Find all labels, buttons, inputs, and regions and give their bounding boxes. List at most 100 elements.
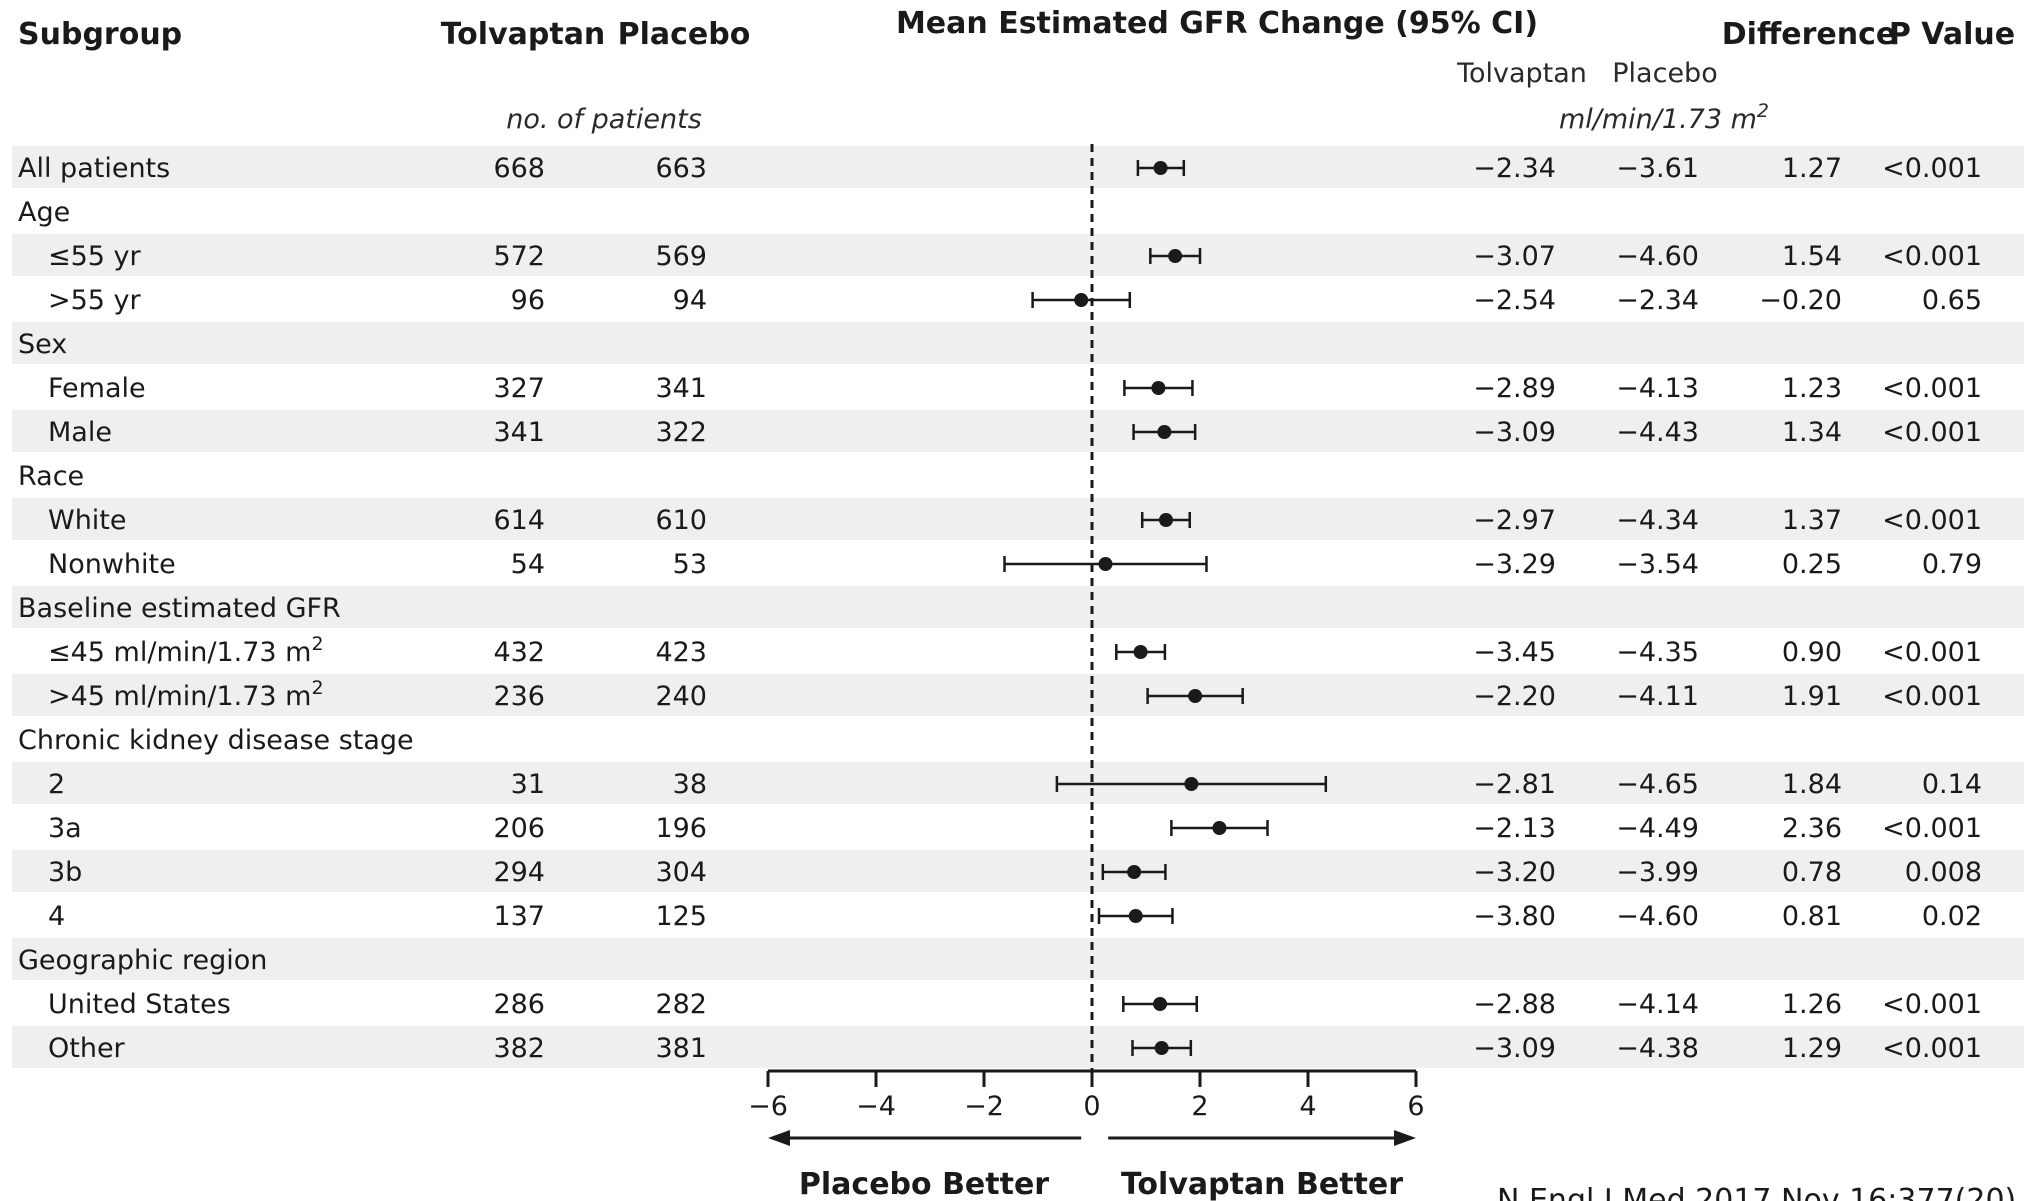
placebo-n-cell: 240 [655, 681, 707, 712]
tolvaptan-change-cell: −3.20 [1473, 857, 1556, 888]
p-value-cell: 0.14 [1922, 769, 1982, 800]
placebo-change-cell: −4.60 [1616, 901, 1699, 932]
tolvaptan-n-cell: 137 [493, 901, 545, 932]
x-axis-tick-label: −4 [856, 1091, 896, 1122]
subgroup-category-label: Age [18, 197, 70, 228]
tolvaptan-change-cell: −2.20 [1473, 681, 1556, 712]
placebo-better-label: Placebo Better [799, 1167, 1049, 1201]
tolvaptan-change-header: Tolvaptan [1456, 58, 1587, 89]
tolvaptan-change-cell: −3.29 [1473, 549, 1556, 580]
placebo-change-cell: −4.60 [1616, 241, 1699, 272]
p-value-header: P Value [1889, 17, 2015, 52]
row-stripe [12, 938, 2024, 980]
placebo-n-cell: 94 [673, 285, 707, 316]
tolvaptan-n-cell: 327 [493, 373, 545, 404]
estimate-point [1154, 1041, 1169, 1055]
difference-cell: 1.91 [1782, 681, 1842, 712]
tolvaptan-change-cell: −3.80 [1473, 901, 1556, 932]
estimate-point [1153, 997, 1168, 1011]
p-value-cell: <0.001 [1882, 417, 1982, 448]
p-value-cell: 0.008 [1905, 857, 1982, 888]
difference-cell: 1.84 [1782, 769, 1842, 800]
placebo-n-cell: 569 [655, 241, 707, 272]
chart-title: Mean Estimated GFR Change (95% CI) [896, 6, 1538, 41]
tolvaptan-n-cell: 668 [493, 153, 545, 184]
tolvaptan-n-cell: 341 [493, 417, 545, 448]
estimate-point [1168, 249, 1183, 263]
difference-cell: 0.90 [1782, 637, 1842, 668]
estimate-point [1184, 777, 1199, 791]
placebo-change-cell: −3.61 [1616, 153, 1699, 184]
subgroup-label: ≤45 ml/min/1.73 m2 [48, 633, 324, 668]
placebo-n-cell: 423 [655, 637, 707, 668]
p-value-cell: <0.001 [1882, 373, 1982, 404]
tolvaptan-change-cell: −2.13 [1473, 813, 1556, 844]
p-value-cell: <0.001 [1882, 637, 1982, 668]
count-unit-label: no. of patients [506, 104, 702, 135]
x-axis-tick-label: −6 [748, 1091, 788, 1122]
estimate-point [1157, 425, 1172, 439]
tolvaptan-better-label: Tolvaptan Better [1121, 1167, 1403, 1201]
tolvaptan-n-cell: 614 [493, 505, 545, 536]
subgroup-label: 4 [48, 901, 65, 932]
placebo-n-cell: 322 [655, 417, 707, 448]
subgroup-category-label: Sex [18, 329, 67, 360]
p-value-cell: <0.001 [1882, 505, 1982, 536]
placebo-n-cell: 38 [673, 769, 707, 800]
tolvaptan-change-cell: −3.07 [1473, 241, 1556, 272]
row-stripe [12, 410, 2024, 452]
p-value-cell: <0.001 [1882, 813, 1982, 844]
difference-cell: 0.78 [1782, 857, 1842, 888]
subgroup-label: Nonwhite [48, 549, 176, 580]
placebo-n-cell: 53 [673, 549, 707, 580]
subgroup-label: 3b [48, 857, 82, 888]
placebo-n-cell: 125 [655, 901, 707, 932]
difference-cell: 1.34 [1782, 417, 1842, 448]
placebo-change-cell: −3.99 [1616, 857, 1699, 888]
placebo-change-cell: −4.38 [1616, 1033, 1699, 1064]
subgroup-category-label: Geographic region [18, 945, 267, 976]
p-value-cell: <0.001 [1882, 153, 1982, 184]
difference-cell: 1.27 [1782, 153, 1842, 184]
x-axis-tick-label: 4 [1299, 1091, 1316, 1122]
tolvaptan-n-cell: 286 [493, 989, 545, 1020]
subgroup-label: >55 yr [48, 285, 142, 316]
placebo-n-cell: 196 [655, 813, 707, 844]
placebo-change-cell: −4.65 [1616, 769, 1699, 800]
tolvaptan-n-cell: 294 [493, 857, 545, 888]
estimate-point [1133, 645, 1148, 659]
placebo-change-cell: −4.49 [1616, 813, 1699, 844]
subgroup-label: Female [48, 373, 146, 404]
subgroup-label: All patients [18, 153, 170, 184]
estimate-point [1158, 513, 1173, 527]
tolvaptan-n-cell: 31 [511, 769, 545, 800]
placebo-change-cell: −4.35 [1616, 637, 1699, 668]
placebo-n-cell: 282 [655, 989, 707, 1020]
difference-cell: 2.36 [1782, 813, 1842, 844]
tolvaptan-n-cell: 432 [493, 637, 545, 668]
row-stripe [12, 762, 2024, 804]
tolvaptan-n-cell: 572 [493, 241, 545, 272]
row-stripe [12, 586, 2024, 628]
estimate-point [1098, 557, 1113, 571]
difference-cell: 1.37 [1782, 505, 1842, 536]
subgroup-header: Subgroup [18, 17, 182, 52]
estimate-point [1153, 161, 1168, 175]
difference-cell: −0.20 [1759, 285, 1842, 316]
subgroup-label: ≤55 yr [48, 241, 142, 272]
tolvaptan-change-cell: −2.54 [1473, 285, 1556, 316]
estimate-point [1212, 821, 1227, 835]
subgroup-label: 3a [48, 813, 82, 844]
row-stripe [12, 674, 2024, 716]
estimate-point [1127, 865, 1142, 879]
placebo-change-cell: −4.43 [1616, 417, 1699, 448]
subgroup-category-label: Baseline estimated GFR [18, 593, 341, 624]
tolvaptan-change-cell: −2.81 [1473, 769, 1556, 800]
tolvaptan-change-cell: −2.34 [1473, 153, 1556, 184]
subgroup-label: 2 [48, 769, 65, 800]
placebo-change-cell: −2.34 [1616, 285, 1699, 316]
subgroup-label: >45 ml/min/1.73 m2 [48, 677, 324, 712]
tolvaptan-better-arrowhead [1394, 1130, 1416, 1146]
